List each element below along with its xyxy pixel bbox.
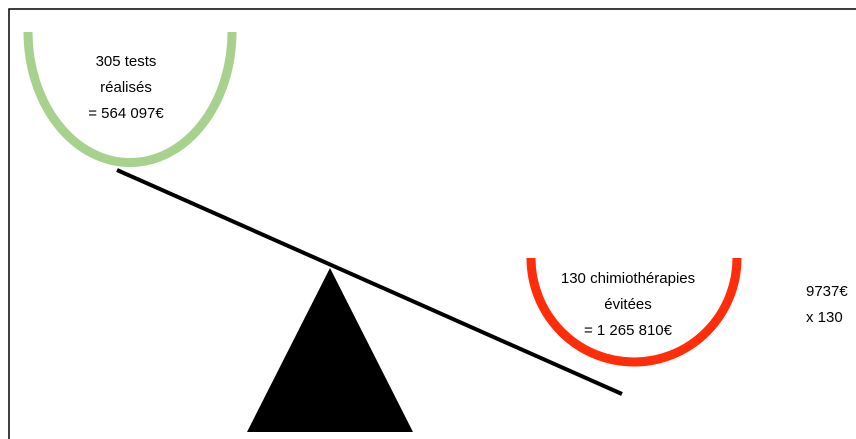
label-line: réalisés — [100, 79, 152, 96]
frame — [8, 8, 856, 439]
left-pan-label: 305 tests réalisés = 564 097€ — [88, 53, 164, 122]
label-line: x 130 — [806, 309, 843, 326]
label-line: 130 chimiothérapies — [561, 270, 695, 287]
beam — [116, 168, 623, 396]
label-line: 9737€ — [806, 283, 848, 300]
side-note: 9737€ x 130 — [806, 283, 848, 326]
label-line: = 1 265 810€ — [584, 322, 673, 339]
label-line: = 564 097€ — [88, 105, 164, 122]
red-pan — [526, 257, 742, 367]
label-line: 305 tests — [96, 53, 157, 70]
right-pan-label: 130 chimiothérapies évitées = 1 265 810€ — [561, 270, 695, 339]
fulcrum — [247, 268, 413, 432]
label-line: évitées — [604, 296, 652, 313]
green-pan — [23, 31, 237, 168]
